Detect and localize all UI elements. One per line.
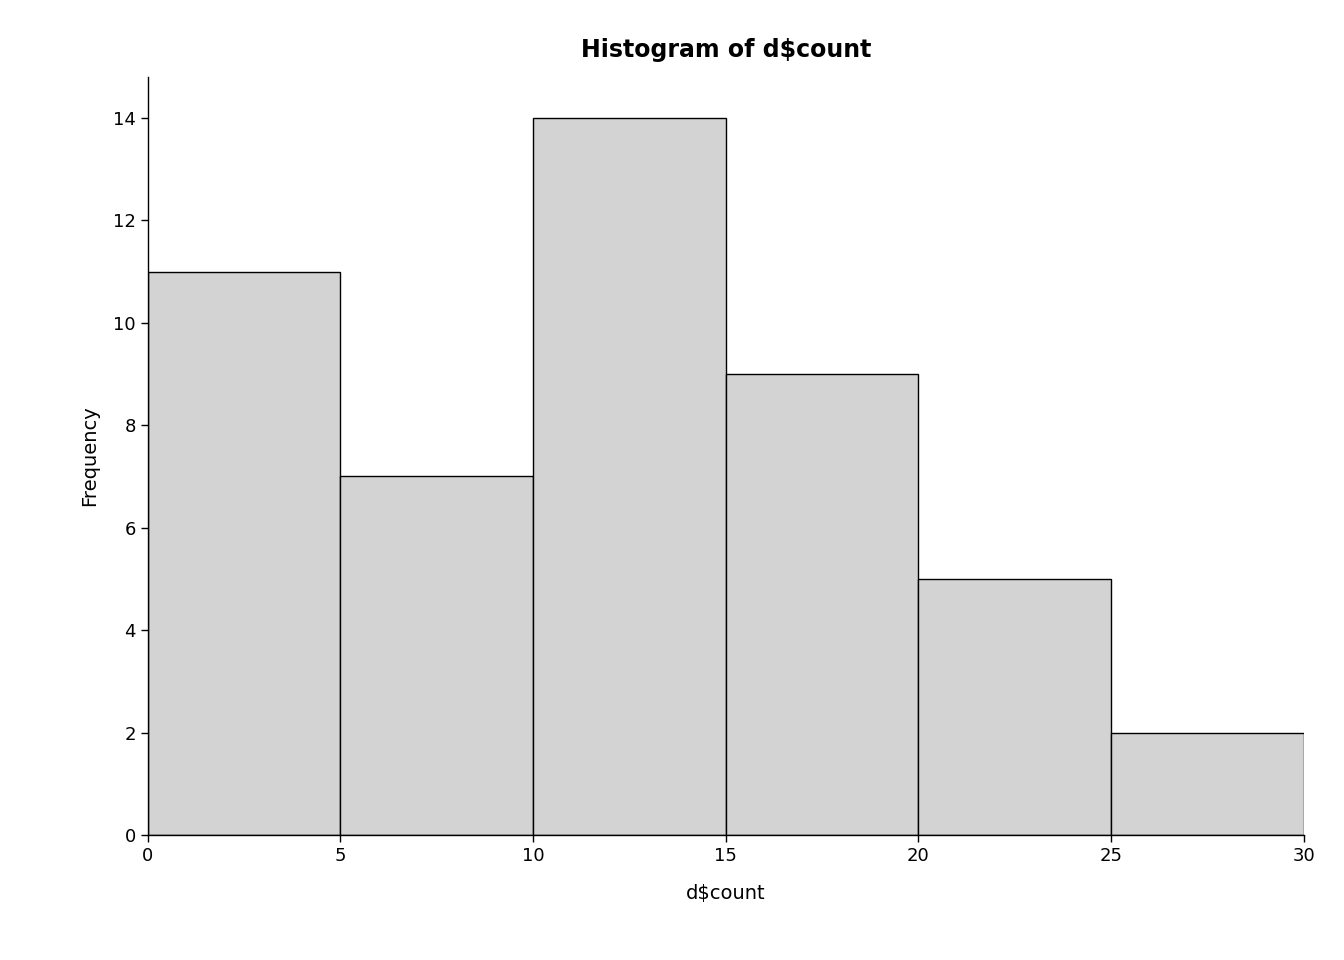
X-axis label: d$count: d$count [685,884,766,903]
Bar [148,272,340,835]
Y-axis label: Frequency: Frequency [81,406,99,506]
Bar [534,118,726,835]
Bar [1111,732,1304,835]
Title: Histogram of d$count: Histogram of d$count [581,38,871,62]
Bar [726,374,918,835]
Bar [918,579,1111,835]
Bar [340,476,534,835]
